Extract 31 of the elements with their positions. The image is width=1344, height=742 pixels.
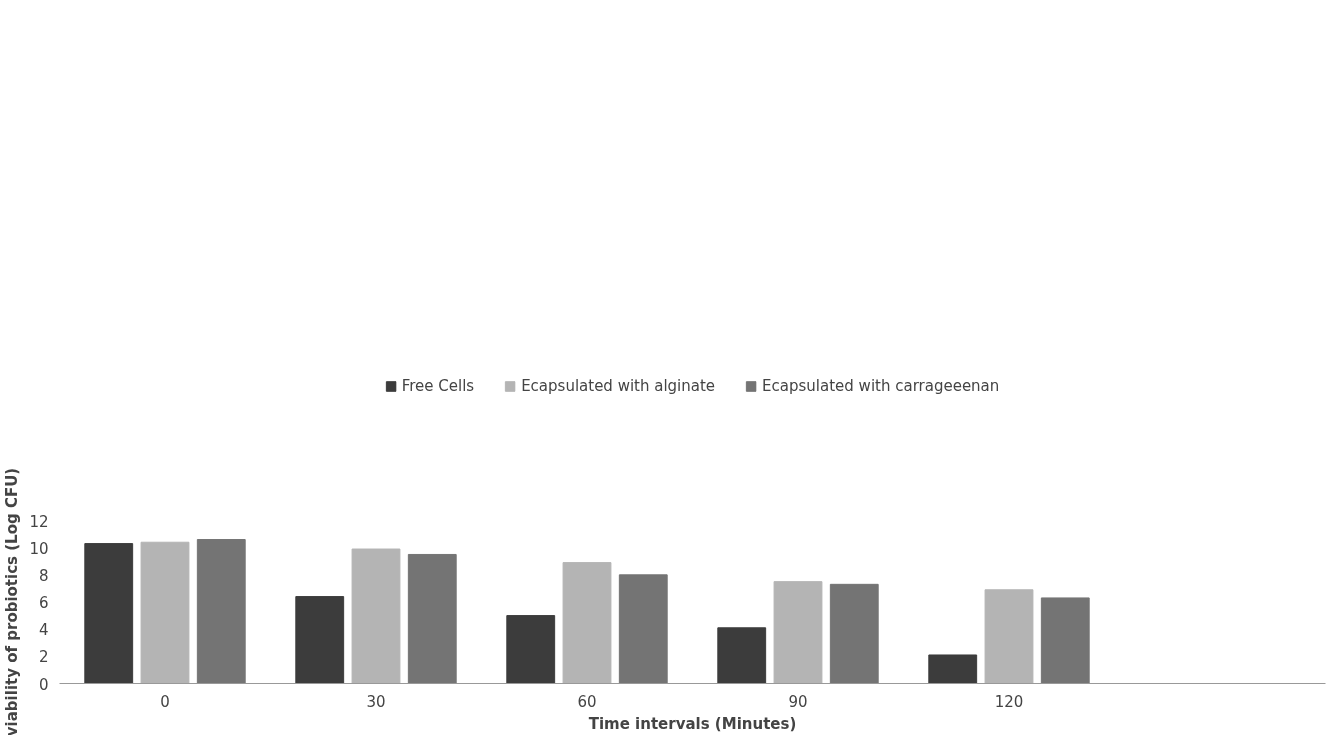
bar: [295, 596, 345, 684]
bar: [140, 541, 190, 684]
bar: [773, 581, 823, 684]
y-tick-label: 0: [38, 675, 49, 694]
bar: [506, 615, 556, 684]
bar: [351, 548, 401, 684]
legend-label: Ecapsulated with carrageeenan: [762, 376, 1000, 395]
bar: [829, 583, 879, 684]
y-tick-label: 6: [38, 594, 49, 612]
x-tick-label: 60: [577, 692, 597, 711]
x-axis-title: Time intervals (Minutes): [588, 714, 797, 733]
bar: [84, 543, 134, 684]
bar: [618, 574, 668, 684]
y-tick-label: 12: [29, 512, 49, 531]
bar: [407, 553, 457, 684]
bar: [196, 539, 246, 684]
bar: [984, 589, 1034, 684]
x-tick-label: 30: [366, 692, 386, 711]
x-tick-label: 120: [994, 692, 1024, 711]
bar: [562, 562, 612, 684]
y-tick-label: 10: [29, 539, 49, 558]
bar: [717, 627, 767, 684]
bar: [928, 654, 978, 684]
x-tick-label: 0: [160, 692, 170, 711]
legend-label: Ecapsulated with alginate: [521, 376, 716, 395]
y-tick-label: 4: [38, 621, 49, 640]
y-tick-label: 2: [38, 648, 49, 667]
legend-label: Free Cells: [401, 376, 475, 395]
y-tick-label: 8: [38, 566, 49, 585]
bar: [1040, 597, 1090, 684]
x-tick-label: 90: [788, 692, 808, 711]
